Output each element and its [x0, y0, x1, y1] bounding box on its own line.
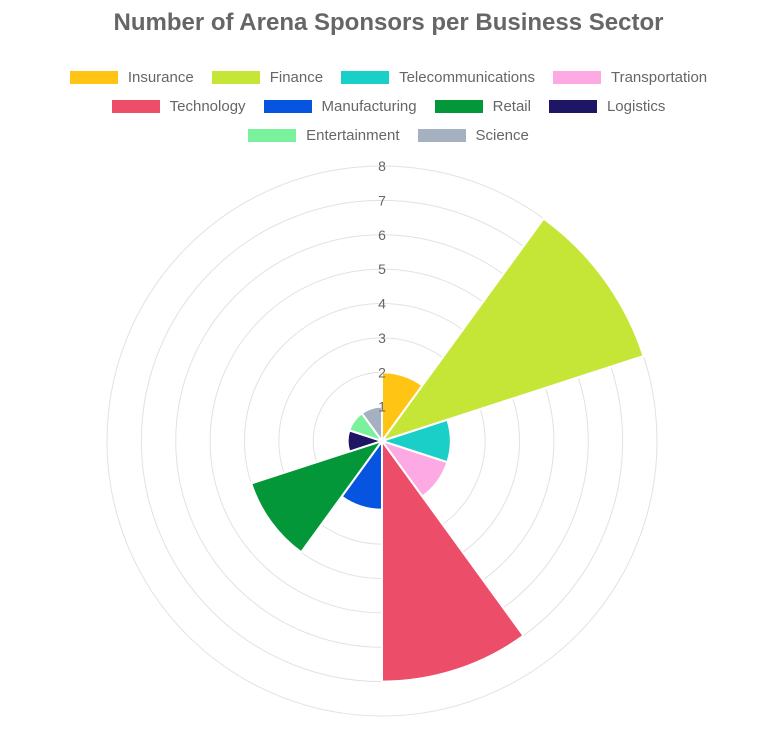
radial-tick-label: 5	[378, 261, 386, 277]
legend-row-1: Insurance Finance Telecommunications Tra…	[0, 63, 777, 92]
legend-label: Manufacturing	[321, 98, 417, 115]
legend-label: Entertainment	[306, 127, 400, 144]
legend-label: Transportation	[610, 69, 708, 86]
segment-technology[interactable]	[381, 437, 525, 683]
chart-segments	[249, 217, 645, 683]
legend-row-2: Technology Manufacturing Retail Logistic…	[0, 92, 777, 121]
legend-swatch	[211, 71, 260, 84]
legend-item-technology[interactable]: Technology	[111, 98, 246, 115]
legend-row-3: Entertainment Science	[0, 121, 777, 150]
legend-swatch	[548, 100, 597, 113]
radial-tick-labels: 1 2 3 4 5 6 7 8	[378, 158, 386, 415]
radial-tick-label: 6	[378, 227, 386, 243]
legend-item-manufacturing[interactable]: Manufacturing	[263, 98, 417, 115]
legend-swatch	[248, 129, 297, 142]
legend-item-entertainment[interactable]: Entertainment	[248, 127, 400, 144]
legend-swatch	[552, 71, 601, 84]
legend-label: Technology	[169, 98, 246, 115]
legend-swatch	[341, 71, 390, 84]
legend-label: Insurance	[127, 69, 194, 86]
chart-legend: Insurance Finance Telecommunications Tra…	[0, 63, 777, 150]
legend-swatch	[69, 71, 118, 84]
legend-item-retail[interactable]: Retail	[434, 98, 531, 115]
legend-item-insurance[interactable]: Insurance	[69, 69, 194, 86]
legend-item-finance[interactable]: Finance	[211, 69, 324, 86]
legend-swatch	[434, 100, 483, 113]
radial-tick-label: 1	[378, 399, 386, 415]
grid-circle	[106, 165, 658, 717]
legend-label: Science	[475, 127, 529, 144]
legend-swatch	[263, 100, 312, 113]
legend-label: Telecommunications	[399, 69, 535, 86]
legend-item-transportation[interactable]: Transportation	[552, 69, 708, 86]
legend-swatch	[417, 129, 466, 142]
radial-tick-label: 3	[378, 330, 386, 346]
radial-tick-label: 4	[378, 296, 386, 312]
legend-item-science[interactable]: Science	[417, 127, 529, 144]
radial-tick-label: 8	[378, 158, 386, 174]
chart-title: Number of Arena Sponsors per Business Se…	[113, 9, 664, 36]
legend-label: Logistics	[606, 98, 666, 115]
legend-swatch	[111, 100, 160, 113]
segment-science[interactable]	[360, 405, 383, 445]
legend-label: Finance	[269, 69, 324, 86]
legend-item-logistics[interactable]: Logistics	[548, 98, 666, 115]
radial-tick-label: 2	[378, 364, 386, 380]
legend-item-telecommunications[interactable]: Telecommunications	[341, 69, 535, 86]
segment-retail[interactable]	[249, 439, 385, 554]
segment-finance[interactable]	[379, 217, 645, 443]
radial-tick-label: 7	[378, 192, 386, 208]
legend-label: Retail	[492, 98, 531, 115]
